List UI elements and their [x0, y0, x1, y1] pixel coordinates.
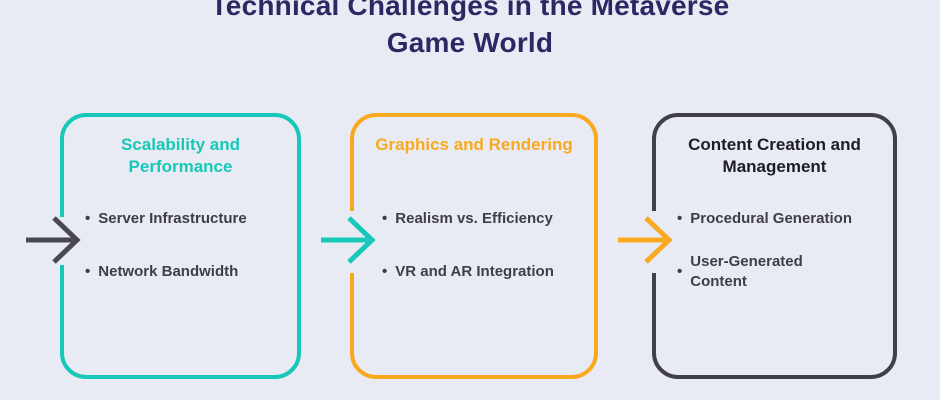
list-item: • Network Bandwidth	[85, 262, 289, 282]
card-item-list: • Procedural Generation • User-Generated…	[677, 209, 885, 292]
page-title-line-2: Game World	[386, 27, 554, 58]
list-item-label: Server Infrastructure	[98, 210, 247, 227]
list-item-label: VR and AR Integration	[395, 263, 554, 280]
bullet-icon: •	[677, 210, 683, 227]
list-item: • VR and AR Integration	[382, 262, 586, 282]
list-item: • Procedural Generation	[677, 209, 885, 229]
card-title: Scalability and Performance	[120, 135, 241, 176]
list-item-label: Procedural Generation	[690, 210, 852, 227]
list-item: • Realism vs. Efficiency	[382, 209, 586, 229]
card-title: Content Creation and Management	[688, 135, 861, 176]
flow-arrow-3-icon	[618, 216, 673, 264]
card-content-creation-management: Content Creation and Management • Proced…	[652, 113, 897, 379]
bullet-icon: •	[85, 263, 91, 280]
list-item-label: User-Generated Content	[690, 253, 803, 290]
list-item-label: Network Bandwidth	[98, 263, 239, 280]
flow-arrow-1-icon	[26, 216, 81, 264]
page-title-line-1: Technical Challenges in the Metaverse	[210, 0, 730, 21]
bullet-icon: •	[85, 210, 91, 227]
flow-arrow-2-icon	[321, 216, 376, 264]
list-item: • User-Generated Content	[677, 252, 885, 292]
card-title: Graphics and Rendering	[375, 135, 573, 154]
bullet-icon: •	[382, 210, 388, 227]
page-title: Technical Challenges in the Metaverse Ga…	[0, 0, 940, 61]
card-item-list: • Server Infrastructure • Network Bandwi…	[85, 209, 289, 282]
bullet-icon: •	[382, 263, 388, 280]
card-item-list: • Realism vs. Efficiency • VR and AR Int…	[382, 209, 586, 282]
card-scalability-performance: Scalability and Performance • Server Inf…	[60, 113, 301, 379]
card-graphics-rendering: Graphics and Rendering • Realism vs. Eff…	[350, 113, 598, 379]
list-item: • Server Infrastructure	[85, 209, 289, 229]
list-item-label: Realism vs. Efficiency	[395, 210, 553, 227]
bullet-icon: •	[677, 263, 683, 280]
